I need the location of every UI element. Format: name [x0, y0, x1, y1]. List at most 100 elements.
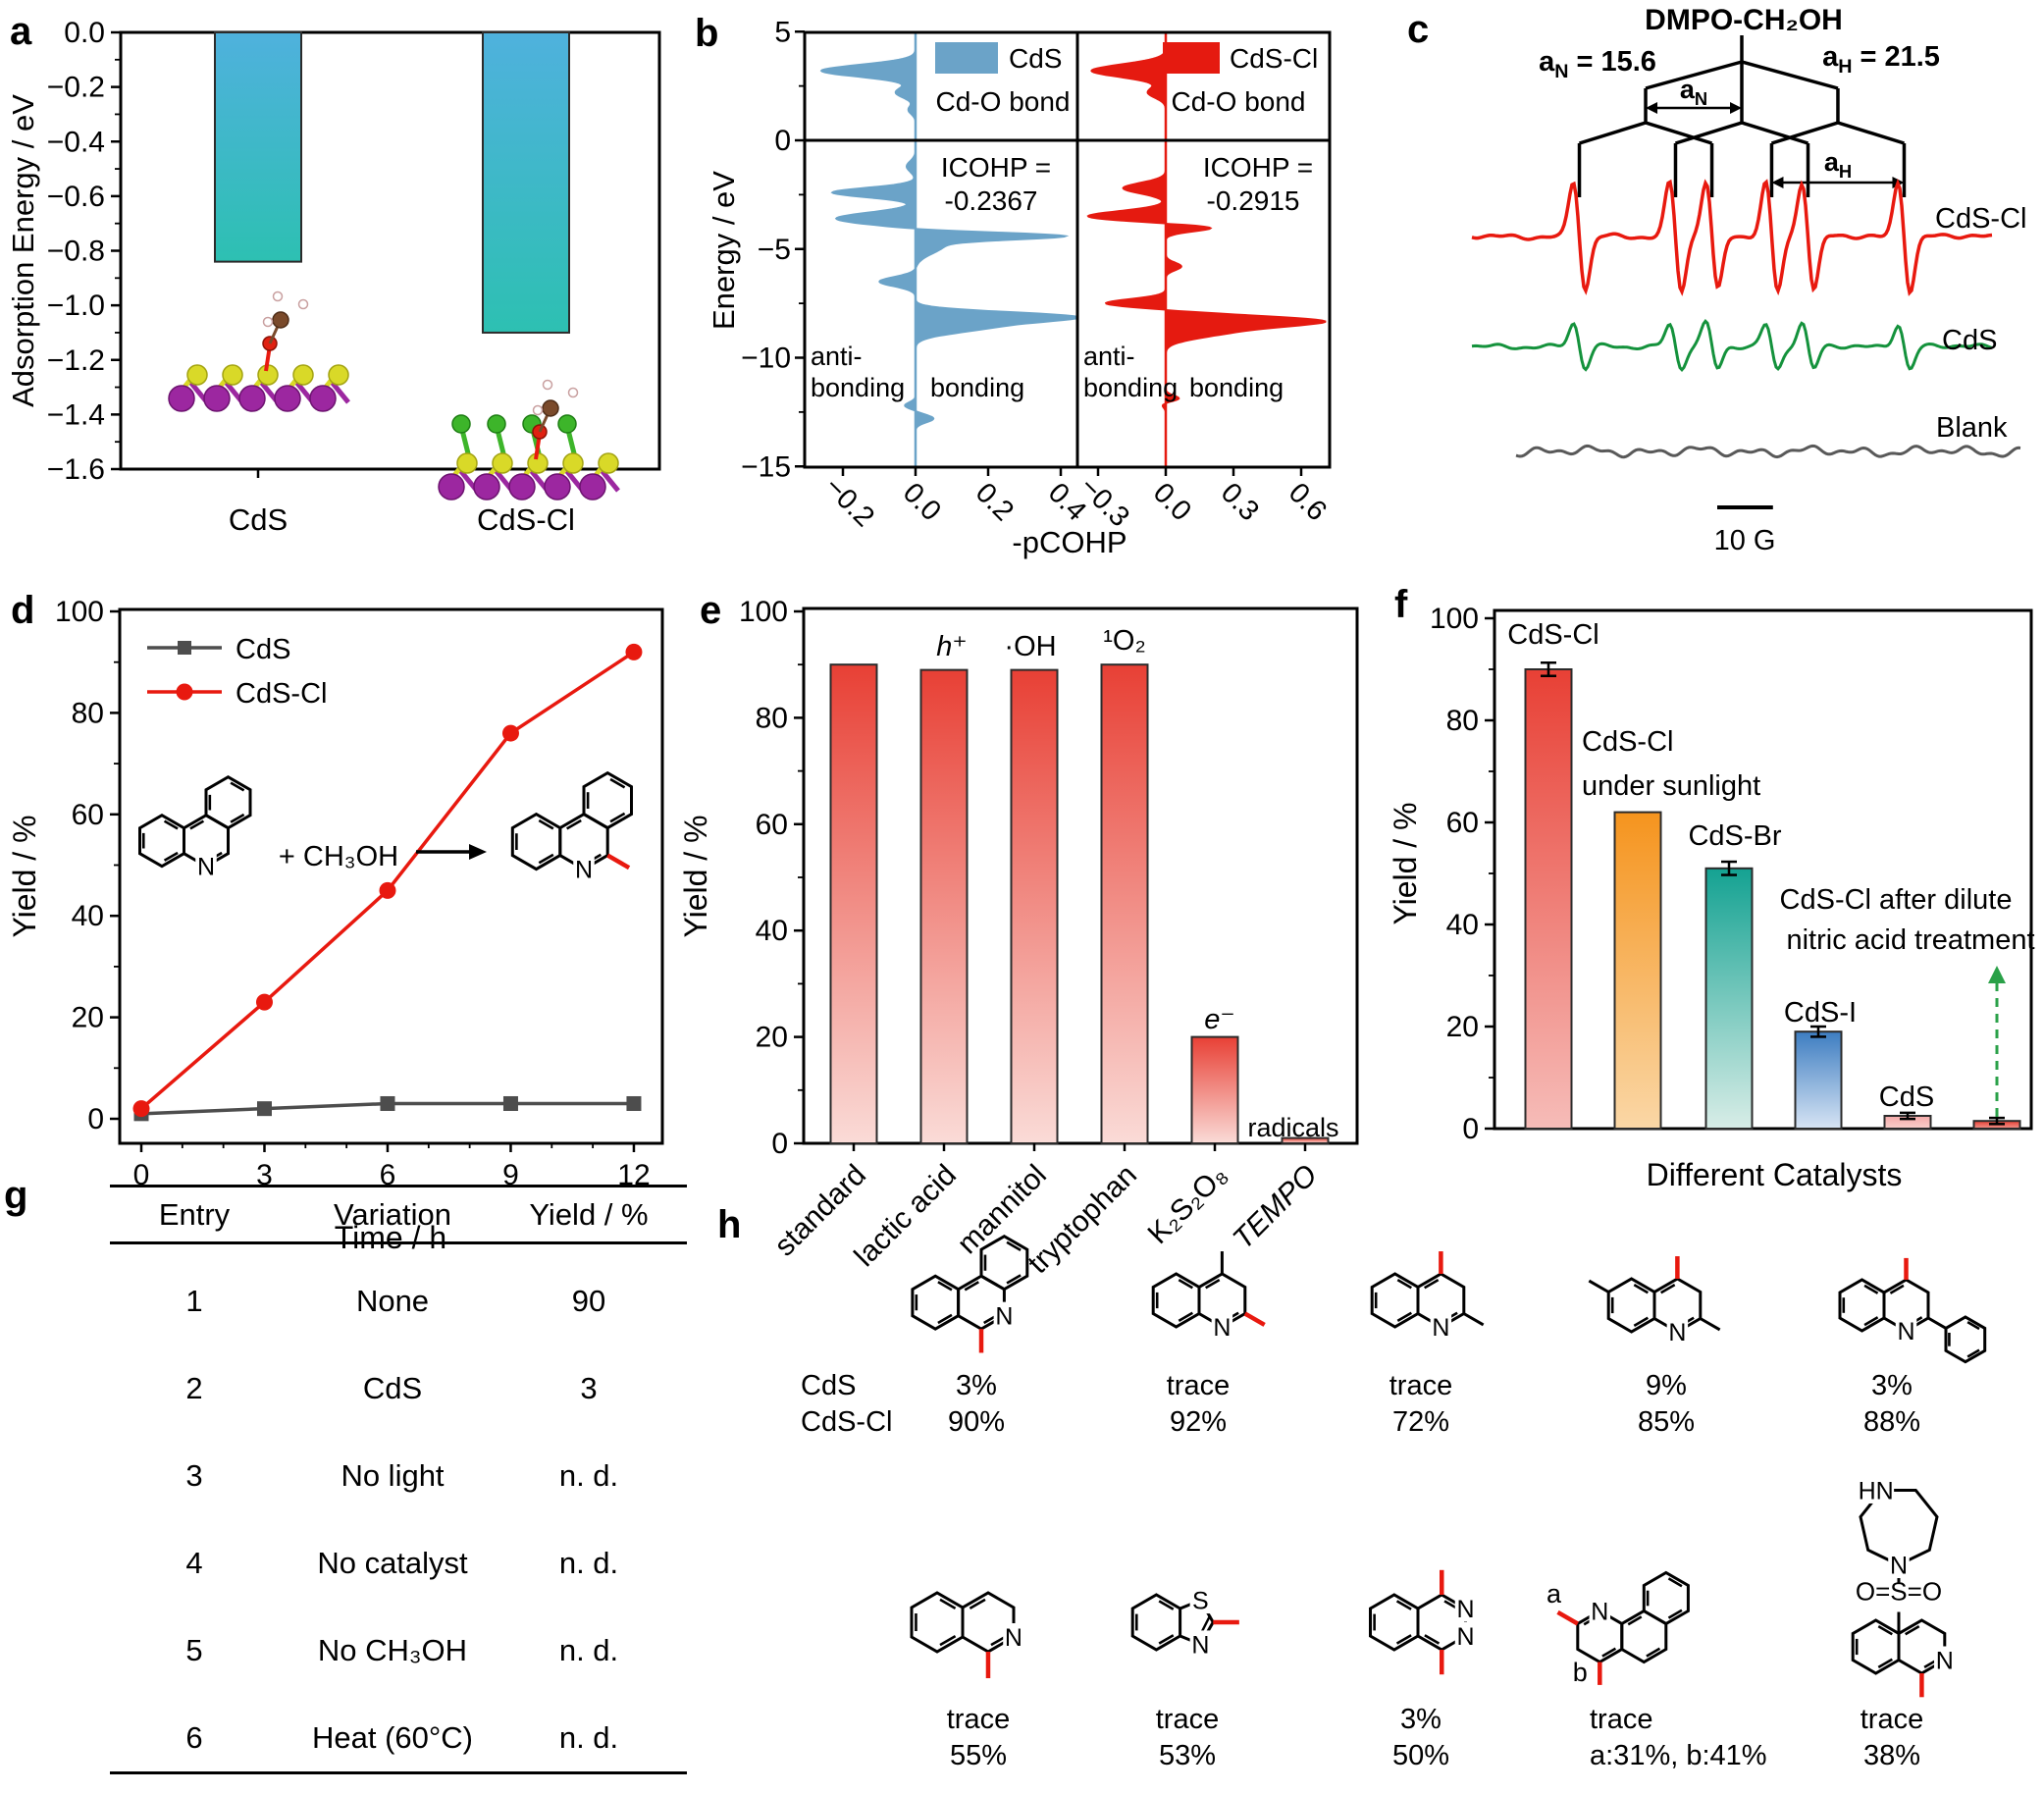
- svg-text:N: N: [1213, 1314, 1231, 1342]
- svg-text:-pCOHP: -pCOHP: [1012, 525, 1127, 559]
- svg-text:−15: −15: [741, 450, 791, 483]
- svg-text:aN: aN: [1680, 75, 1707, 109]
- svg-text:under sunlight: under sunlight: [1582, 770, 1760, 802]
- table-cell: 6: [185, 1720, 203, 1755]
- table-cell: No catalyst: [317, 1546, 468, 1580]
- svg-text:N: N: [1668, 1319, 1686, 1346]
- svg-text:CdS: CdS: [1009, 43, 1062, 74]
- svg-text:bonding: bonding: [1083, 373, 1178, 402]
- h-yield-5-cds: 3%: [1871, 1370, 1913, 1401]
- table-cell: 90: [571, 1284, 606, 1318]
- svg-text:Yield / %: Yield / %: [7, 815, 42, 937]
- h-yield-10: trace 38%: [1784, 1702, 2000, 1774]
- table-rule-header: [110, 1241, 687, 1244]
- svg-text:20: 20: [756, 1022, 788, 1054]
- h-yield-8-cdscl: 50%: [1391, 1740, 1450, 1771]
- h-yield-4: 9% 85%: [1558, 1368, 1774, 1441]
- table-cell: None: [355, 1284, 430, 1318]
- svg-text:40: 40: [1446, 909, 1479, 941]
- panel-f-catalyst-chart: 0 20 40 60 80 100 Yield / % Different Catalysts…: [1388, 603, 2035, 1192]
- svg-text:0: 0: [133, 1159, 150, 1191]
- svg-text:CdS-Cl: CdS-Cl: [1230, 43, 1318, 74]
- svg-text:0: 0: [774, 125, 791, 157]
- h-yield-9-cdscl: a:31%, b:41%: [1590, 1740, 1767, 1771]
- svg-text:h⁺: h⁺: [936, 631, 967, 662]
- svg-text:5: 5: [774, 16, 791, 48]
- table-cell: n. d.: [558, 1720, 619, 1755]
- svg-text:−5: −5: [758, 234, 791, 266]
- table-row: 1 None 90: [110, 1283, 687, 1319]
- svg-text:N: N: [575, 857, 593, 884]
- svg-text:¹O₂: ¹O₂: [1103, 625, 1145, 657]
- svg-text:−1.6: −1.6: [47, 453, 105, 486]
- svg-text:S: S: [1192, 1588, 1209, 1615]
- svg-text:40: 40: [756, 915, 788, 947]
- panel-a-adsorption-chart: 0.0 −0.2 −0.4 −0.6 −0.8 −1.0 −1.2 −1.4 −1.6 Adsor…: [6, 17, 661, 537]
- svg-text:ICOHP =: ICOHP =: [941, 152, 1051, 183]
- table-row: 6 Heat (60°C) n. d.: [110, 1719, 687, 1756]
- conditions-table: Entry Variation Yield / % 1 None 90 2 Cd…: [110, 1185, 687, 1794]
- svg-text:ICOHP =: ICOHP =: [1203, 152, 1313, 183]
- h-yield-3-cds: trace: [1389, 1370, 1453, 1401]
- panel-g-label: g: [4, 1174, 28, 1217]
- h-yield-2-cds: trace: [1166, 1370, 1231, 1401]
- svg-text:N: N: [1591, 1599, 1608, 1626]
- svg-text:a: a: [1546, 1579, 1562, 1609]
- table-row: 5 No CH₃OH n. d.: [110, 1632, 687, 1668]
- svg-text:20: 20: [72, 1002, 104, 1034]
- svg-text:0.0: 0.0: [1147, 477, 1197, 527]
- svg-text:0: 0: [87, 1103, 104, 1135]
- svg-text:bonding: bonding: [811, 373, 905, 402]
- table-cell: n. d.: [558, 1633, 619, 1667]
- svg-text:Yield / %: Yield / %: [1388, 802, 1423, 924]
- h-yield-4-cds: 9%: [1646, 1370, 1687, 1401]
- table-cell: CdS: [362, 1371, 423, 1405]
- svg-text:N: N: [1456, 1596, 1474, 1623]
- svg-text:CdS-Cl: CdS-Cl: [1507, 619, 1599, 651]
- svg-text:100: 100: [55, 596, 104, 628]
- svg-text:0.3: 0.3: [1215, 477, 1265, 527]
- panel-h-label: h: [717, 1203, 742, 1246]
- svg-text:0.6: 0.6: [1283, 477, 1333, 527]
- svg-text:−1.0: −1.0: [47, 290, 105, 322]
- svg-text:80: 80: [72, 697, 104, 729]
- svg-text:CdS: CdS: [229, 502, 288, 537]
- svg-text:K₂S₂O₈: K₂S₂O₈: [1142, 1159, 1233, 1250]
- h-yield-9-cds: trace: [1590, 1704, 1653, 1735]
- svg-text:10 G: 10 G: [1714, 525, 1776, 556]
- svg-text:CdS-I: CdS-I: [1784, 997, 1857, 1029]
- svg-text:Time / h: Time / h: [335, 1220, 446, 1255]
- svg-text:HN: HN: [1859, 1477, 1894, 1504]
- svg-text:b: b: [1573, 1658, 1588, 1687]
- svg-text:−1.4: −1.4: [47, 398, 105, 431]
- table-header-yield: Yield / %: [529, 1197, 649, 1232]
- svg-text:anti-: anti-: [1083, 342, 1135, 371]
- svg-text:-0.2367: -0.2367: [945, 185, 1038, 216]
- panel-a-label: a: [10, 10, 32, 53]
- svg-text:aH: aH: [1824, 147, 1852, 182]
- svg-text:Different Catalysts: Different Catalysts: [1647, 1157, 1903, 1192]
- svg-text:aH = 21.5: aH = 21.5: [1822, 41, 1940, 78]
- h-yield-8: 3% 50%: [1313, 1702, 1529, 1774]
- svg-text:·OH: ·OH: [1004, 631, 1056, 662]
- svg-text:-0.2915: -0.2915: [1207, 185, 1300, 216]
- panel-f-label: f: [1394, 583, 1408, 626]
- h-yield-1-cds: 3%: [956, 1370, 997, 1401]
- svg-text:80: 80: [1446, 705, 1479, 737]
- h-yield-2-cdscl: 92%: [1169, 1406, 1228, 1438]
- h-yield-10-cdscl: 38%: [1862, 1740, 1921, 1771]
- panel-c-epr-chart: DMPO-CH₂OH aN = 15.6 aH = 21.5 aN aH CdS-Cl Cd…: [1471, 4, 2026, 556]
- svg-text:−0.8: −0.8: [47, 236, 105, 268]
- table-row: 4 No catalyst n. d.: [110, 1545, 687, 1581]
- svg-text:60: 60: [756, 809, 788, 841]
- svg-text:aN = 15.6: aN = 15.6: [1539, 46, 1656, 82]
- svg-text:−1.2: −1.2: [47, 344, 105, 377]
- panel-b-label: b: [695, 12, 719, 55]
- table-rule-bottom: [110, 1771, 687, 1774]
- svg-text:CdS-Cl after dilute: CdS-Cl after dilute: [1780, 884, 2013, 916]
- h-yield-2: trace 92%: [1090, 1368, 1306, 1441]
- h-yield-7-cds: trace: [1155, 1704, 1220, 1735]
- h-yield-7: trace 53%: [1079, 1702, 1295, 1774]
